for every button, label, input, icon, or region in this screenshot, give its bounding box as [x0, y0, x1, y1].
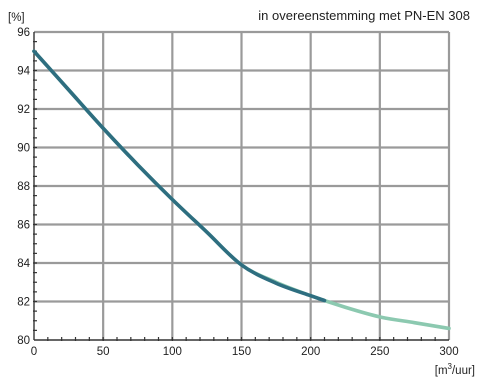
y-tick-label: 96 — [17, 27, 30, 39]
chart-title: in overeenstemming met PN-EN 308 — [258, 8, 470, 23]
y-tick-label: 80 — [17, 335, 30, 347]
x-axis-unit-label: [m3/uur] — [435, 362, 475, 377]
x-unit-tail: /uur] — [452, 365, 475, 377]
x-tick-label: 200 — [301, 346, 320, 358]
x-tick-label: 100 — [163, 346, 182, 358]
series-lines — [32, 49, 451, 331]
tick-labels: 0 50 100 150 200 250 300 80 82 84 86 88 90 92 94 96 — [17, 27, 458, 358]
y-axis-unit-label: [%] — [8, 12, 25, 24]
x-unit-base: [m — [435, 365, 448, 377]
grid — [34, 30, 451, 340]
y-tick-label: 92 — [17, 104, 30, 116]
x-tick-label: 0 — [31, 346, 37, 358]
x-tick-label: 150 — [232, 346, 251, 358]
x-tick-label: 250 — [370, 346, 389, 358]
y-tick-label: 94 — [17, 66, 30, 78]
y-tick-label: 84 — [17, 258, 30, 270]
y-tick-label: 86 — [17, 220, 30, 232]
y-tick-label: 82 — [17, 297, 30, 309]
x-unit-sup: 3 — [448, 362, 453, 371]
x-tick-label: 300 — [439, 346, 458, 358]
y-tick-label: 88 — [17, 181, 30, 193]
y-tick-label: 90 — [17, 143, 30, 155]
series-line-dark — [32, 49, 327, 303]
x-tick-label: 50 — [97, 346, 110, 358]
